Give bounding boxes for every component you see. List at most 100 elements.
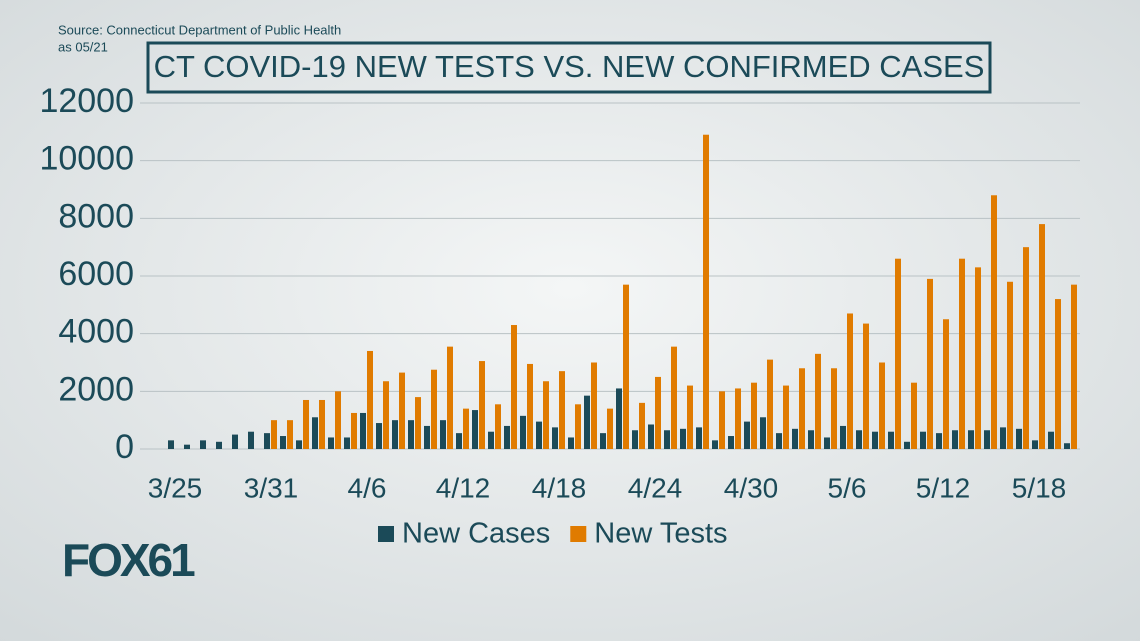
source: Source: Connecticut Department of Public… <box>58 22 341 37</box>
bar <box>344 437 350 449</box>
bar <box>543 381 549 449</box>
bar <box>591 362 597 449</box>
bar <box>399 372 405 449</box>
bar <box>575 404 581 449</box>
y-tick-label: 0 <box>115 428 134 466</box>
bar <box>1000 427 1006 449</box>
bar <box>1071 284 1077 449</box>
bar <box>984 430 990 449</box>
x-tick-label: 5/6 <box>828 472 867 503</box>
bar <box>248 431 254 449</box>
bar <box>639 402 645 449</box>
bar <box>367 350 373 449</box>
y-tick-label: 2000 <box>58 370 134 408</box>
bar <box>847 313 853 449</box>
bar <box>751 382 757 449</box>
legend-label: New Cases <box>402 518 550 550</box>
bar <box>335 391 341 449</box>
legend-swatch <box>378 526 394 542</box>
bar <box>760 417 766 449</box>
x-tick-label: 4/30 <box>724 472 779 503</box>
y-tick-label: 6000 <box>58 255 134 293</box>
bar <box>415 397 421 449</box>
bar <box>655 376 661 449</box>
bar <box>472 410 478 449</box>
bar <box>296 440 302 449</box>
bar <box>351 412 357 449</box>
bar <box>623 284 629 449</box>
bar <box>456 433 462 449</box>
bar <box>271 420 277 449</box>
bar <box>703 134 709 449</box>
bar <box>680 428 686 449</box>
bar <box>815 353 821 449</box>
bar <box>735 388 741 449</box>
bar <box>360 412 366 449</box>
bar <box>1007 281 1013 449</box>
bar <box>431 369 437 449</box>
bar <box>392 420 398 449</box>
bar <box>728 436 734 449</box>
bar <box>527 363 533 449</box>
bar <box>1048 431 1054 449</box>
bar <box>504 425 510 449</box>
bar <box>463 408 469 449</box>
bar <box>776 433 782 449</box>
y-tick-label: 12000 <box>39 82 134 120</box>
bar <box>1023 247 1029 449</box>
bar <box>920 431 926 449</box>
bar <box>303 399 309 449</box>
bar <box>488 431 494 449</box>
bar <box>904 441 910 449</box>
bar <box>792 428 798 449</box>
x-tick-label: 4/18 <box>532 472 587 503</box>
x-tick-label: 5/12 <box>916 472 971 503</box>
chart-title: CT COVID-19 NEW TESTS VS. NEW CONFIRMED … <box>154 49 985 84</box>
bar <box>959 258 965 449</box>
bar <box>831 368 837 449</box>
as-of: as 05/21 <box>58 39 108 54</box>
bar <box>424 425 430 449</box>
bar <box>968 430 974 449</box>
bar <box>287 420 293 449</box>
bar <box>216 441 222 449</box>
bar <box>687 385 693 449</box>
bar <box>520 415 526 449</box>
bar <box>600 433 606 449</box>
bar <box>863 323 869 449</box>
bar <box>319 399 325 449</box>
bar <box>911 382 917 449</box>
bar <box>376 423 382 449</box>
bar <box>440 420 446 449</box>
legend-swatch <box>570 526 587 542</box>
bar <box>856 430 862 449</box>
bar <box>568 437 574 449</box>
bar <box>264 433 270 449</box>
bar <box>232 434 238 449</box>
bar <box>888 431 894 449</box>
bar <box>799 368 805 449</box>
bar <box>840 425 846 449</box>
bar <box>744 421 750 449</box>
bar <box>936 433 942 449</box>
bar <box>328 437 334 449</box>
bar <box>383 381 389 449</box>
bar <box>616 388 622 449</box>
bar <box>408 420 414 449</box>
bar <box>536 421 542 449</box>
bar <box>312 417 318 449</box>
bar <box>280 436 286 449</box>
bar <box>671 346 677 449</box>
bar <box>632 430 638 449</box>
bar <box>584 395 590 449</box>
bar <box>943 319 949 449</box>
bar <box>1064 443 1070 449</box>
bar <box>696 427 702 449</box>
x-tick-label: 3/31 <box>244 472 299 503</box>
bar <box>1032 440 1038 449</box>
y-tick-label: 8000 <box>58 197 134 235</box>
bar <box>927 278 933 449</box>
x-tick-label: 4/12 <box>436 472 491 503</box>
